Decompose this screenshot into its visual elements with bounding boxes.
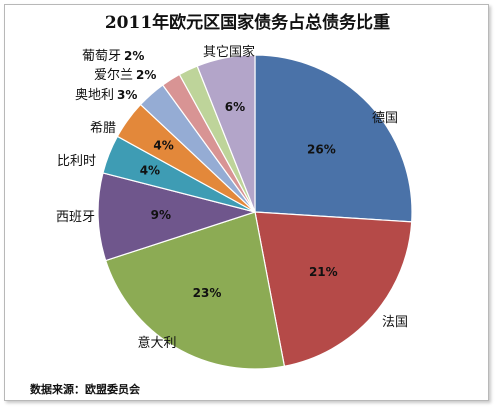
pie-slice-0 <box>254 54 413 223</box>
pie-slice-1 <box>254 211 413 367</box>
slice-percent-label: 2% <box>136 68 156 82</box>
slice-category-label: 德国 <box>372 111 398 126</box>
slice-category-label: 比利时 <box>57 154 96 169</box>
slice-category-label: 奥地利 <box>75 88 114 103</box>
slice-percent-label: 4% <box>140 163 160 177</box>
pie-slice-2 <box>104 211 286 370</box>
slice-category-label: 葡萄牙 <box>82 49 121 64</box>
slice-category-label: 法国 <box>382 315 408 330</box>
pie-slice-9 <box>196 54 256 213</box>
slice-percent-label: 3% <box>117 88 137 102</box>
slice-percent-label: 2% <box>124 49 144 63</box>
slice-percent-label: 26% <box>307 143 336 157</box>
pie-slice-3 <box>97 172 258 262</box>
slice-percent-label: 9% <box>151 208 171 222</box>
slice-percent-label: 6% <box>225 100 245 114</box>
slice-category-label: 爱尔兰 <box>94 68 133 83</box>
slice-percent-label: 23% <box>193 286 222 300</box>
slice-category-label: 希腊 <box>90 121 116 136</box>
slice-category-label: 其它国家 <box>203 44 255 60</box>
chart-title: 2011年欧元区国家债务占总债务比重 <box>104 13 391 33</box>
slice-category-label: 意大利 <box>137 335 176 351</box>
slice-percent-label: 4% <box>153 139 173 153</box>
data-source: 数据来源：欧盟委员会 <box>30 383 140 396</box>
slice-percent-label: 21% <box>309 265 338 279</box>
slice-category-label: 西班牙 <box>56 210 95 225</box>
